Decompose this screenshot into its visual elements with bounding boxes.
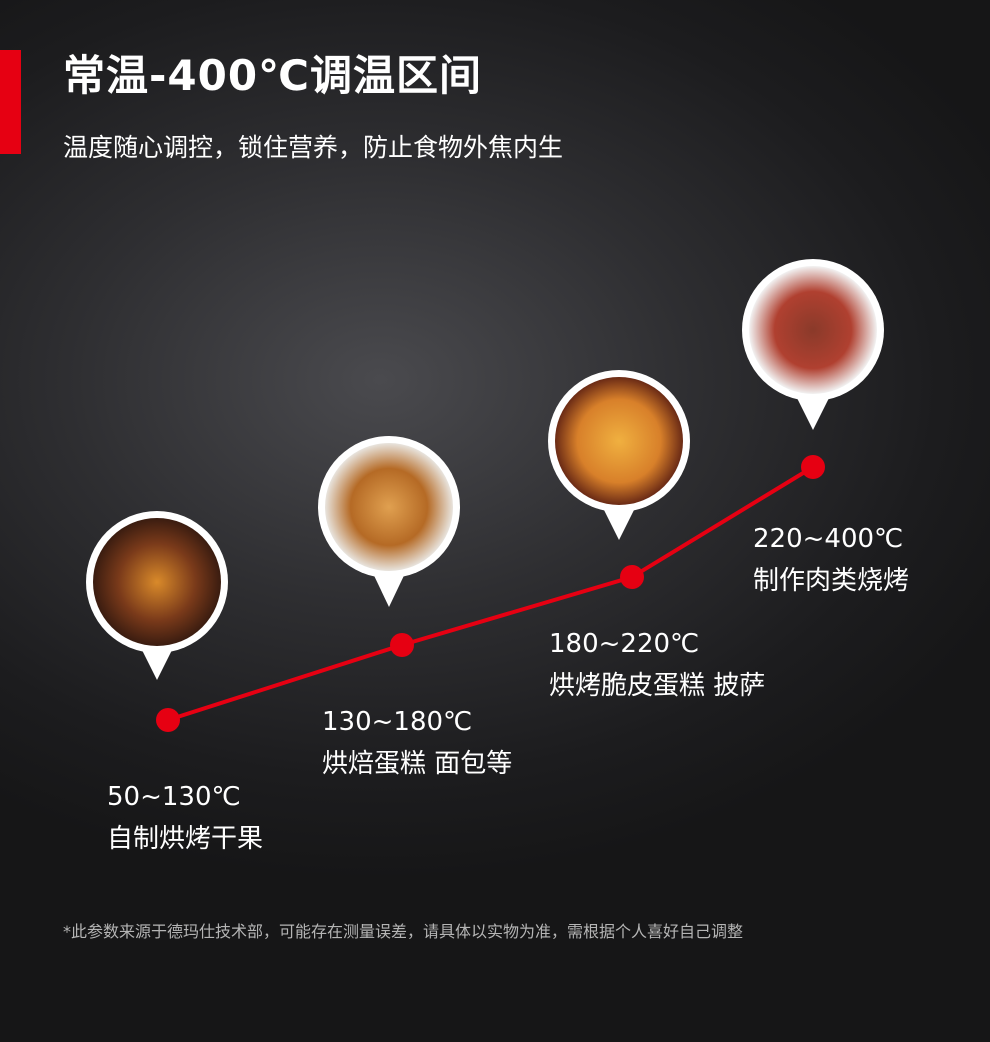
dried-fruit-image bbox=[93, 518, 221, 646]
stage-desc: 自制烘烤干果 bbox=[107, 824, 264, 854]
stage-desc: 烘烤脆皮蛋糕 披萨 bbox=[549, 671, 766, 701]
temperature-line bbox=[167, 465, 815, 722]
stage-3-label: 180~220℃ 烘烤脆皮蛋糕 披萨 bbox=[549, 623, 765, 707]
stage-range: 130~180℃ bbox=[322, 707, 473, 737]
pizza-image bbox=[555, 377, 683, 505]
stage-range: 50~130℃ bbox=[107, 782, 241, 812]
stage-desc: 烘焙蛋糕 面包等 bbox=[322, 749, 513, 779]
stage-range: 220~400℃ bbox=[753, 524, 904, 554]
pin-steak bbox=[742, 259, 884, 430]
croissants-image bbox=[325, 443, 453, 571]
stage-2-label: 130~180℃ 烘焙蛋糕 面包等 bbox=[322, 701, 512, 785]
page-subtitle: 温度随心调控，锁住营养，防止食物外焦内生 bbox=[63, 133, 564, 162]
point-stage-4 bbox=[801, 455, 825, 479]
page-title: 常温-400℃调温区间 bbox=[63, 51, 482, 100]
stage-range: 180~220℃ bbox=[549, 629, 700, 659]
stage-4-label: 220~400℃ 制作肉类烧烤 bbox=[753, 518, 909, 602]
point-stage-2 bbox=[390, 633, 414, 657]
pin-dried-fruit bbox=[86, 511, 228, 680]
point-stage-1 bbox=[156, 708, 180, 732]
stage-desc: 制作肉类烧烤 bbox=[753, 566, 910, 596]
stage-1-label: 50~130℃ 自制烘烤干果 bbox=[107, 776, 263, 860]
accent-bar bbox=[0, 50, 21, 154]
pin-pizza bbox=[548, 370, 690, 540]
steak-image bbox=[749, 266, 877, 394]
footnote: *此参数来源于德玛仕技术部，可能存在测量误差，请具体以实物为准，需根据个人喜好自… bbox=[63, 922, 744, 941]
point-stage-3 bbox=[620, 565, 644, 589]
pin-croissants bbox=[318, 436, 460, 607]
